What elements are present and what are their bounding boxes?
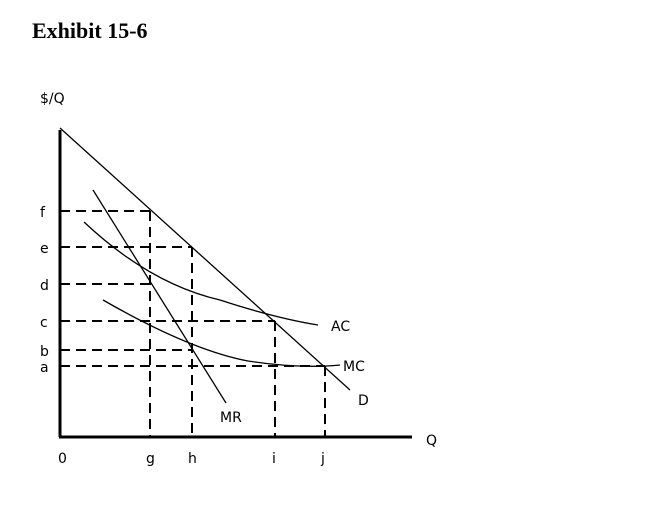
price-label-f: f xyxy=(40,205,46,221)
ac-label: AC xyxy=(331,319,350,335)
mc-label: MC xyxy=(343,359,365,375)
marginal-revenue-curve xyxy=(92,189,227,404)
price-label-d: d xyxy=(40,278,49,294)
marginal-cost-curve xyxy=(102,299,341,367)
quantity-label-g: g xyxy=(146,451,155,467)
quantity-label-i: i xyxy=(272,451,276,467)
d-label: D xyxy=(358,393,369,409)
price-label-e: e xyxy=(40,241,49,257)
demand-curve xyxy=(59,127,351,391)
mr-label: MR xyxy=(220,410,242,426)
origin-label: 0 xyxy=(58,451,67,467)
y-axis-label: $/Q xyxy=(40,91,65,107)
exhibit-title: Exhibit 15-6 xyxy=(32,18,148,43)
price-label-a: a xyxy=(40,360,49,376)
price-label-c: c xyxy=(40,315,48,331)
price-label-b: b xyxy=(40,344,49,360)
x-axis-label: Q xyxy=(426,433,437,449)
quantity-label-j: j xyxy=(320,451,325,467)
quantity-label-h: h xyxy=(188,451,197,467)
average-cost-curve xyxy=(83,221,319,326)
